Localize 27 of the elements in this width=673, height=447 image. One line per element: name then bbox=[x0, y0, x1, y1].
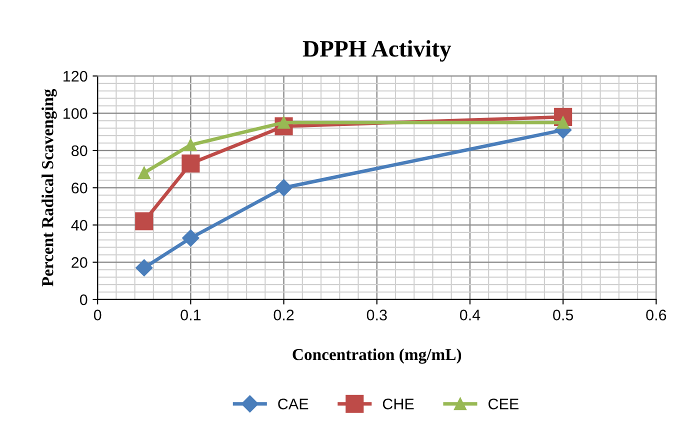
x-tick-label: 0.5 bbox=[553, 310, 574, 320]
y-tick-label: 60 bbox=[72, 182, 88, 194]
x-tick-label: 0.1 bbox=[180, 310, 201, 320]
legend-label: CEE bbox=[488, 398, 518, 410]
y-axis-title: Percent Radical Scavenging bbox=[42, 88, 57, 286]
point bbox=[184, 138, 197, 152]
x-tick-label: 0.4 bbox=[460, 310, 480, 320]
y-tick-label: 0 bbox=[80, 294, 88, 306]
y-tick-label: 100 bbox=[64, 108, 88, 119]
point bbox=[182, 229, 200, 247]
x-axis-title: Concentration (mg/mL) bbox=[292, 348, 462, 364]
x-tick-label: 0 bbox=[94, 310, 102, 320]
y-tick-label: 20 bbox=[72, 257, 88, 268]
x-tick-label: 0.6 bbox=[646, 310, 666, 320]
legend-label: CHE bbox=[382, 398, 414, 410]
y-tick-label: 40 bbox=[71, 220, 88, 231]
x-tick-label: 0.2 bbox=[274, 310, 294, 320]
y-tick-label: 120 bbox=[64, 70, 88, 82]
point bbox=[135, 212, 154, 230]
point bbox=[138, 166, 150, 180]
point bbox=[275, 179, 292, 196]
point bbox=[136, 259, 153, 276]
point bbox=[182, 154, 200, 173]
chart-title: DPPH Activity bbox=[302, 40, 452, 62]
y-tick-label: 80 bbox=[72, 145, 88, 156]
legend-label: CAE bbox=[278, 398, 308, 410]
x-tick-label: 0.3 bbox=[366, 310, 387, 320]
